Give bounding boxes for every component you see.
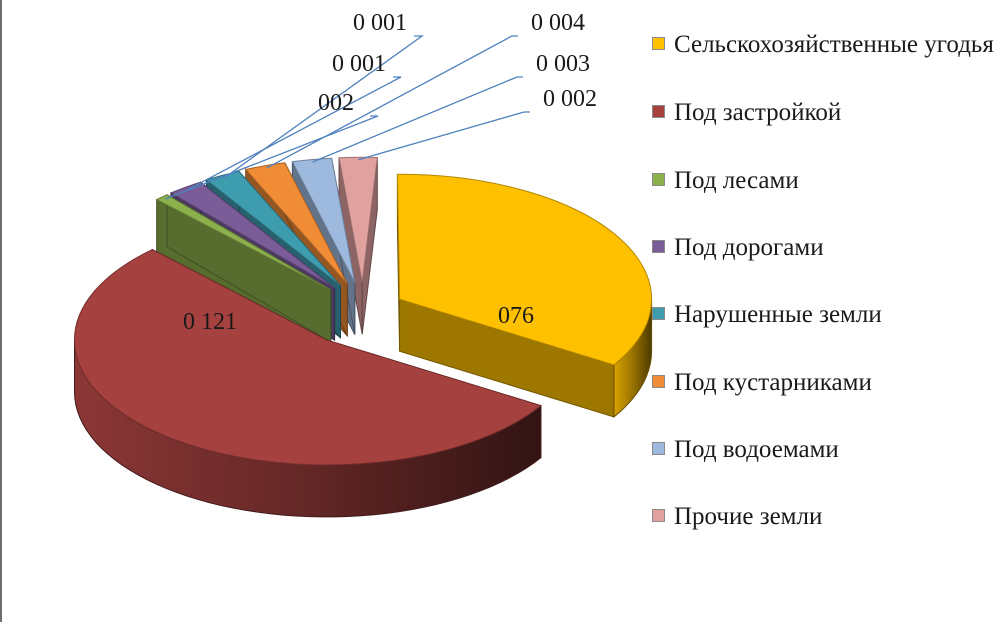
legend-swatch-3 [652,240,665,253]
legend-label-1: Под застройкой [674,99,842,126]
legend-label-0: Сельскохозяйственные угодья [674,31,994,58]
legend-swatch-7 [652,509,665,522]
data-label-2: 002 [318,90,354,116]
frame-left-border [0,0,2,622]
legend-swatch-2 [652,173,665,186]
leader-line-4 [224,35,425,179]
slice-0 [396,173,653,366]
data-label-6: 0 003 [536,51,590,77]
data-label-4: 0 001 [353,10,407,36]
legend-label-4: Нарушенные земли [674,301,882,328]
leader-line-5 [266,35,518,169]
legend-swatch-0 [652,37,665,50]
slice-5 [244,162,348,285]
legend-label-5: Под кустарниками [674,369,872,396]
legend-swatch-6 [652,442,665,455]
legend-label-6: Под водоемами [674,436,839,463]
legend-swatch-1 [652,105,665,118]
data-label-5: 0 004 [531,10,585,36]
leader-line-2 [164,115,379,200]
leader-line-7 [358,111,530,161]
slice-1 [74,249,542,466]
legend-label-7: Прочие земли [674,503,823,530]
leader-line-3 [187,76,402,190]
slice-6 [291,157,356,283]
legend-label-3: Под дорогами [674,234,824,261]
slice-side-7 [338,157,378,335]
data-labels: 076 0 121 002 0 001 0 001 0 004 0 003 0 002 [183,10,597,335]
legend-swatch-5 [652,375,665,388]
data-label-1: 0 121 [183,309,237,335]
legend-swatch-4 [652,307,665,320]
data-label-0: 076 [498,303,534,329]
pie-tops [74,156,653,466]
slice-2 [155,194,332,291]
data-label-7: 0 002 [543,86,597,112]
leader-line-6 [312,76,523,163]
legend-label-2: Под лесами [674,167,799,194]
leader-lines [164,35,530,200]
slice-7 [338,156,378,283]
data-label-3: 0 001 [332,51,386,77]
